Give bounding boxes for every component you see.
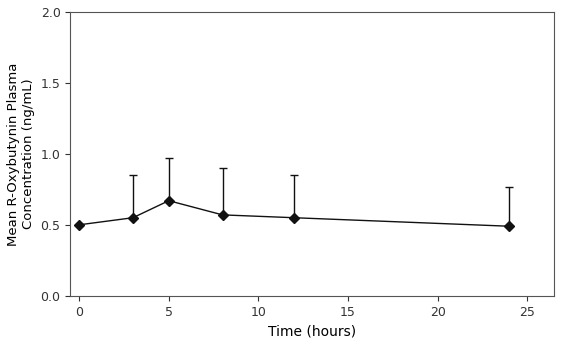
Y-axis label: Mean R-Oxybutynin Plasma
Concentration (ng/mL): Mean R-Oxybutynin Plasma Concentration (… bbox=[7, 62, 35, 246]
X-axis label: Time (hours): Time (hours) bbox=[268, 324, 356, 338]
